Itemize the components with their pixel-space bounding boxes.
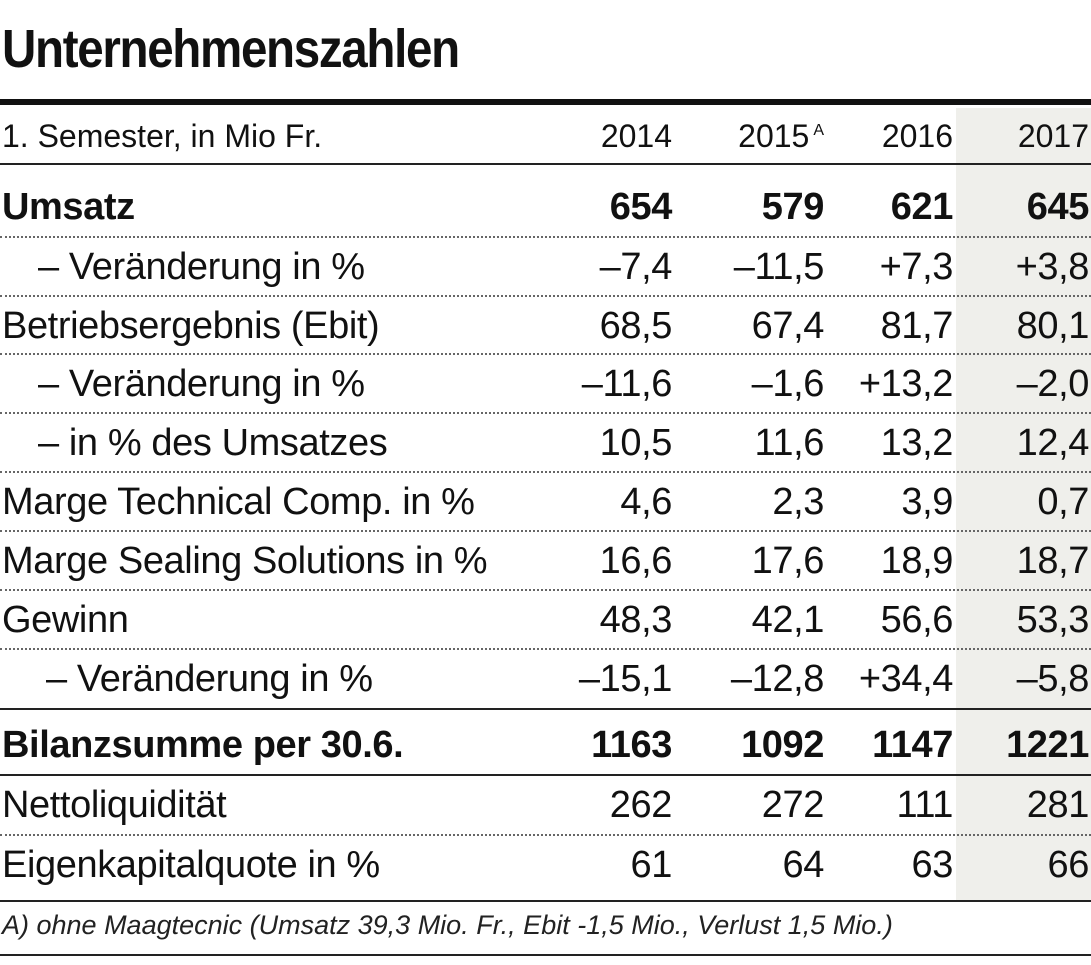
value-2014: 262 [609, 784, 673, 826]
solid-divider [0, 954, 1091, 956]
table-row: Bilanzsumme per 30.6. 1163 1092 1147 1221 [0, 718, 1091, 776]
year-2014: 2014 [600, 118, 672, 154]
value-2017: 0,7 [1037, 481, 1089, 523]
table-row: Umsatz 654 579 621 645 [0, 180, 1091, 238]
row-label: Gewinn [2, 599, 129, 641]
value-2015: 579 [761, 186, 825, 228]
row-label: Umsatz [2, 186, 135, 228]
value-2014: –11,6 [581, 363, 673, 405]
highlight-column-2017 [956, 108, 1091, 900]
dotted-divider [0, 471, 1091, 473]
year-2015: 2015 A [738, 118, 824, 155]
row-label: Marge Technical Comp. in % [2, 481, 475, 523]
year-2017: 2017 [1017, 118, 1089, 154]
table-row: Eigenkapitalquote in % 61 64 63 66 [0, 838, 1091, 896]
value-2016: 3,9 [901, 481, 953, 523]
value-2017: –2,0 [1016, 363, 1090, 405]
table-row: Marge Technical Comp. in % 4,6 2,3 3,9 0,7 [0, 475, 1091, 533]
value-2015: –1,6 [751, 363, 825, 405]
dotted-divider [0, 589, 1091, 591]
value-2015: 272 [761, 784, 825, 826]
table-row: – Veränderung in % –15,1 –12,8 +34,4 –5,8 [0, 652, 1091, 710]
title-rule [0, 99, 1091, 105]
footnote-marker: A [813, 122, 824, 140]
dotted-divider [0, 648, 1091, 650]
value-2015: 11,6 [754, 422, 824, 464]
footnote: A) ohne Maagtecnic (Umsatz 39,3 Mio. Fr.… [2, 910, 893, 940]
value-2016: 1147 [872, 724, 953, 766]
solid-divider [0, 163, 1091, 165]
row-label: – Veränderung in % [46, 658, 373, 700]
value-2017: 12,4 [1016, 422, 1090, 464]
value-2014: 654 [609, 186, 673, 228]
value-2016: 111 [896, 784, 953, 826]
row-label: Bilanzsumme per 30.6. [2, 724, 404, 766]
value-2015: 42,1 [751, 599, 825, 641]
row-label: – in % des Umsatzes [38, 422, 388, 464]
value-2014: 10,5 [599, 422, 673, 464]
header-row: 1. Semester, in Mio Fr. 2014 2015 A 2016 … [0, 114, 1091, 160]
dotted-divider [0, 295, 1091, 297]
value-2017: 1221 [1006, 724, 1089, 766]
value-2017: 66 [1047, 844, 1090, 886]
value-2015: –11,5 [733, 246, 825, 288]
header-label: 1. Semester, in Mio Fr. [2, 118, 323, 154]
table-row: Gewinn 48,3 42,1 56,6 53,3 [0, 593, 1091, 651]
value-2014: –15,1 [578, 658, 672, 700]
value-2017: 645 [1026, 186, 1090, 228]
dotted-divider [0, 353, 1091, 355]
value-2015: 2,3 [772, 481, 824, 523]
row-label: – Veränderung in % [38, 246, 365, 288]
row-label: Betriebsergebnis (Ebit) [2, 305, 380, 347]
table-row: Betriebsergebnis (Ebit) 68,5 67,4 81,7 80,1 [0, 299, 1091, 357]
value-2016: 81,7 [880, 305, 954, 347]
table-row: Nettoliquidität 262 272 111 281 [0, 778, 1091, 836]
solid-divider [0, 774, 1091, 776]
value-2014: 48,3 [599, 599, 673, 641]
value-2017: 281 [1026, 784, 1090, 826]
table-title: Unternehmenszahlen [2, 19, 460, 79]
value-2016: 63 [911, 844, 954, 886]
value-2016: +7,3 [879, 246, 954, 288]
row-label: Eigenkapitalquote in % [2, 844, 380, 886]
table-row: – Veränderung in % –7,4 –11,5 +7,3 +3,8 [0, 240, 1091, 298]
row-label: Marge Sealing Solutions in % [2, 540, 488, 582]
table-row: Marge Sealing Solutions in % 16,6 17,6 18,9… [0, 534, 1091, 592]
value-2014: 68,5 [599, 305, 673, 347]
value-2017: –5,8 [1016, 658, 1090, 700]
value-2015: –12,8 [730, 658, 824, 700]
dotted-divider [0, 236, 1091, 238]
value-2017: 80,1 [1016, 305, 1090, 347]
value-2016: 18,9 [880, 540, 954, 582]
table-row: – Veränderung in % –11,6 –1,6 +13,2 –2,0 [0, 357, 1091, 415]
value-2014: –7,4 [599, 246, 673, 288]
row-label: Nettoliquidität [2, 784, 227, 826]
value-2014: 61 [630, 844, 673, 886]
value-2015: 64 [782, 844, 825, 886]
value-2014: 1163 [591, 724, 672, 766]
value-2014: 4,6 [620, 481, 672, 523]
solid-divider [0, 900, 1091, 902]
value-2015: 17,6 [751, 540, 825, 582]
solid-divider [0, 708, 1091, 710]
value-2017: 53,3 [1016, 599, 1090, 641]
value-2016: 56,6 [880, 599, 954, 641]
table-row: – in % des Umsatzes 10,5 11,6 13,2 12,4 [0, 416, 1091, 474]
dotted-divider [0, 530, 1091, 532]
value-2015: 1092 [741, 724, 824, 766]
value-2016: +34,4 [858, 658, 954, 700]
dotted-divider [0, 412, 1091, 414]
value-2016: 13,2 [880, 422, 954, 464]
value-2016: +13,2 [858, 363, 954, 405]
value-2015: 67,4 [751, 305, 825, 347]
value-2017: +3,8 [1015, 246, 1090, 288]
value-2017: 18,7 [1016, 540, 1090, 582]
value-2014: 16,6 [599, 540, 673, 582]
year-2015-label: 2015 [738, 118, 810, 154]
value-2016: 621 [890, 186, 954, 228]
row-label: – Veränderung in % [38, 363, 365, 405]
dotted-divider [0, 834, 1091, 836]
year-2016: 2016 [881, 118, 953, 154]
